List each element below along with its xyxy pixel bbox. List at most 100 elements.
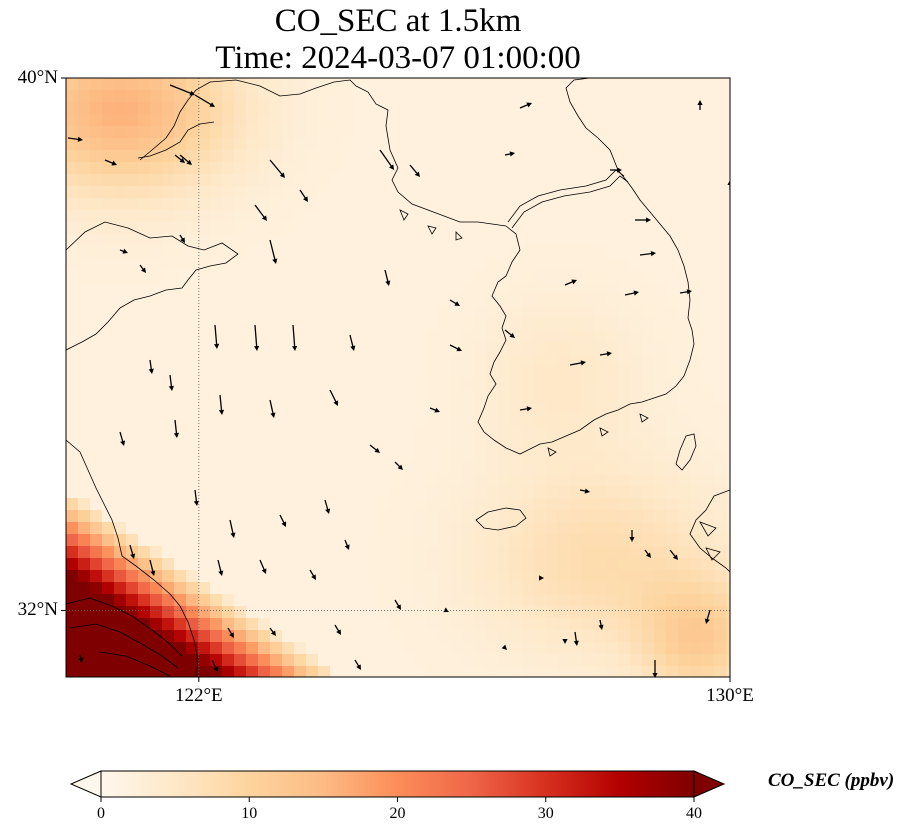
field-cell — [426, 510, 439, 523]
field-cell — [570, 546, 583, 559]
field-cell — [414, 546, 427, 559]
wind-arrow-head — [261, 215, 267, 221]
field-cell — [462, 654, 475, 667]
field-cell — [462, 306, 475, 319]
field-cell — [342, 642, 355, 655]
field-cell — [246, 570, 259, 583]
field-cell — [126, 630, 139, 643]
field-cell — [378, 666, 391, 677]
field-cell — [594, 450, 607, 463]
field-cell — [90, 126, 103, 139]
field-cell — [666, 294, 679, 307]
field-cell — [378, 510, 391, 523]
field-cell — [234, 90, 247, 103]
field-cell — [174, 654, 187, 667]
field-cell — [582, 294, 595, 307]
field-cell — [594, 126, 607, 139]
wind-arrow-head — [646, 217, 651, 223]
field-cell — [594, 90, 607, 103]
field-cell — [474, 366, 487, 379]
field-cell — [186, 378, 199, 391]
field-cell — [402, 330, 415, 343]
field-cell — [546, 642, 559, 655]
field-cell — [378, 234, 391, 247]
field-cell — [78, 282, 91, 295]
field-cell — [594, 138, 607, 151]
field-cell — [270, 582, 283, 595]
field-cell — [582, 414, 595, 427]
field-cell — [126, 306, 139, 319]
field-cell — [354, 366, 367, 379]
field-cell — [714, 126, 727, 139]
field-cell — [726, 90, 730, 103]
field-cell — [642, 630, 655, 643]
field-cell — [318, 174, 331, 187]
field-cell — [450, 582, 463, 595]
field-cell — [138, 198, 151, 211]
field-cell — [438, 354, 451, 367]
field-cell — [582, 270, 595, 283]
field-cell — [366, 306, 379, 319]
field-cell — [450, 546, 463, 559]
field-cell — [378, 222, 391, 235]
field-cell — [114, 486, 127, 499]
field-cell — [210, 522, 223, 535]
field-cell — [438, 582, 451, 595]
field-cell — [678, 450, 691, 463]
field-cell — [666, 222, 679, 235]
coastline-sk-west — [477, 361, 685, 455]
field-cell — [726, 138, 730, 151]
field-cell — [198, 162, 211, 175]
field-cell — [246, 546, 259, 559]
field-cell — [198, 198, 211, 211]
field-cell — [678, 366, 691, 379]
field-cell — [642, 102, 655, 115]
field-cell — [666, 150, 679, 163]
field-cell — [66, 618, 79, 631]
field-cell — [258, 114, 271, 127]
field-cell — [306, 150, 319, 163]
field-cell — [438, 258, 451, 271]
field-cell — [102, 90, 115, 103]
field-cell — [486, 474, 499, 487]
field-cell — [498, 138, 511, 151]
field-cell — [270, 78, 283, 91]
field-cell — [402, 198, 415, 211]
field-cell — [558, 162, 571, 175]
field-cell — [606, 522, 619, 535]
field-cell — [510, 330, 523, 343]
field-cell — [114, 330, 127, 343]
field-cell — [582, 342, 595, 355]
wind-arrow-head — [652, 673, 658, 677]
field-cell — [618, 126, 631, 139]
field-cell — [582, 150, 595, 163]
field-cell — [438, 246, 451, 259]
field-cell — [726, 654, 730, 667]
field-cell — [498, 546, 511, 559]
field-cell — [522, 450, 535, 463]
field-cell — [90, 354, 103, 367]
field-cell — [462, 342, 475, 355]
field-cell — [510, 258, 523, 271]
field-cell — [270, 618, 283, 631]
field-cell — [690, 138, 703, 151]
field-cell — [246, 150, 259, 163]
field-cell — [330, 474, 343, 487]
field-cell — [306, 246, 319, 259]
field-cell — [150, 474, 163, 487]
field-cell — [558, 306, 571, 319]
field-cell — [678, 642, 691, 655]
field-cell — [126, 426, 139, 439]
field-cell — [510, 402, 523, 415]
field-cell — [246, 138, 259, 151]
field-cell — [558, 510, 571, 523]
field-cell — [330, 546, 343, 559]
field-cell — [702, 258, 715, 271]
field-cell — [702, 354, 715, 367]
field-cell — [102, 378, 115, 391]
field-cell — [162, 174, 175, 187]
field-cell — [510, 498, 523, 511]
field-cell — [330, 174, 343, 187]
wind-arrow-shaft — [409, 164, 419, 176]
field-cell — [78, 618, 91, 631]
